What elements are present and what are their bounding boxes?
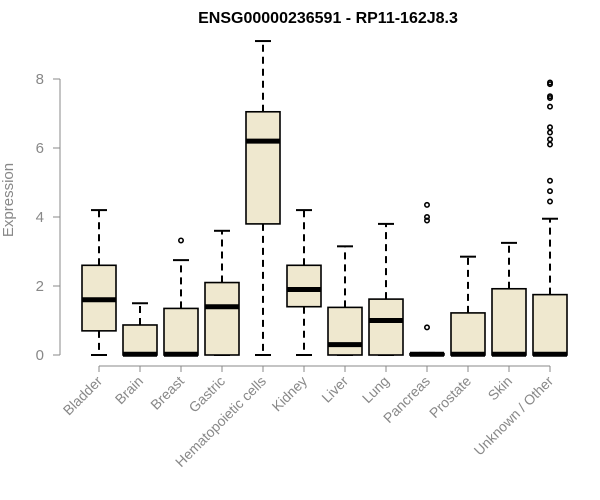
box-iqr (491, 287, 527, 356)
box-skin (491, 241, 527, 357)
x-tick-label: Skin (485, 373, 516, 404)
box-pancreas (409, 201, 445, 357)
outlier-point (423, 214, 430, 221)
outlier-point (546, 103, 553, 110)
outlier-point (546, 141, 553, 148)
box-iqr (245, 110, 281, 225)
box-lung (368, 222, 404, 356)
x-tick-label: Lung (359, 373, 392, 406)
x-tick-label: Prostate (426, 373, 474, 421)
box-unknown-other (532, 79, 568, 357)
box-iqr (204, 281, 240, 356)
box-hematopoietic-cells (245, 40, 281, 356)
box-iqr (327, 306, 363, 356)
box-prostate (450, 255, 486, 357)
box-kidney (286, 209, 322, 356)
y-axis: 0 2 4 6 8 (36, 71, 61, 364)
box-iqr (532, 293, 568, 356)
outlier-point (423, 324, 430, 331)
y-tick-label: 2 (36, 278, 44, 295)
box-iqr (450, 312, 486, 356)
outlier-point (546, 198, 553, 205)
outlier-point (546, 136, 553, 143)
box-iqr (368, 298, 404, 356)
x-tick-label: Bladder (60, 373, 106, 419)
box-iqr (163, 307, 199, 356)
box-brain (122, 302, 158, 357)
outlier-point (546, 188, 553, 195)
box-bladder (81, 209, 117, 356)
x-tick-label: Kidney (269, 373, 311, 415)
outlier-point (423, 201, 430, 208)
chart-title: ENSG00000236591 - RP11-162J8.3 (198, 10, 458, 27)
y-tick-label: 4 (36, 209, 44, 226)
outlier-point (546, 93, 553, 100)
box-iqr (286, 264, 322, 308)
x-tick-label: Liver (318, 373, 351, 406)
outlier-point (546, 79, 553, 86)
y-tick-label: 0 (36, 347, 44, 364)
y-tick-label: 8 (36, 71, 44, 88)
y-tick-label: 6 (36, 140, 44, 157)
outlier-point (178, 237, 185, 244)
box-liver (327, 245, 363, 356)
x-tick-label: Brain (112, 373, 146, 407)
y-axis-label: Expression (0, 163, 17, 237)
outlier-point (546, 177, 553, 184)
outlier-point (546, 124, 553, 131)
boxplot-series (81, 40, 568, 357)
outlier-point (423, 217, 430, 224)
box-gastric (204, 229, 240, 356)
box-iqr (122, 324, 158, 356)
outlier-point (546, 129, 553, 136)
x-tick-label: Breast (147, 373, 187, 413)
box-breast (163, 237, 199, 357)
